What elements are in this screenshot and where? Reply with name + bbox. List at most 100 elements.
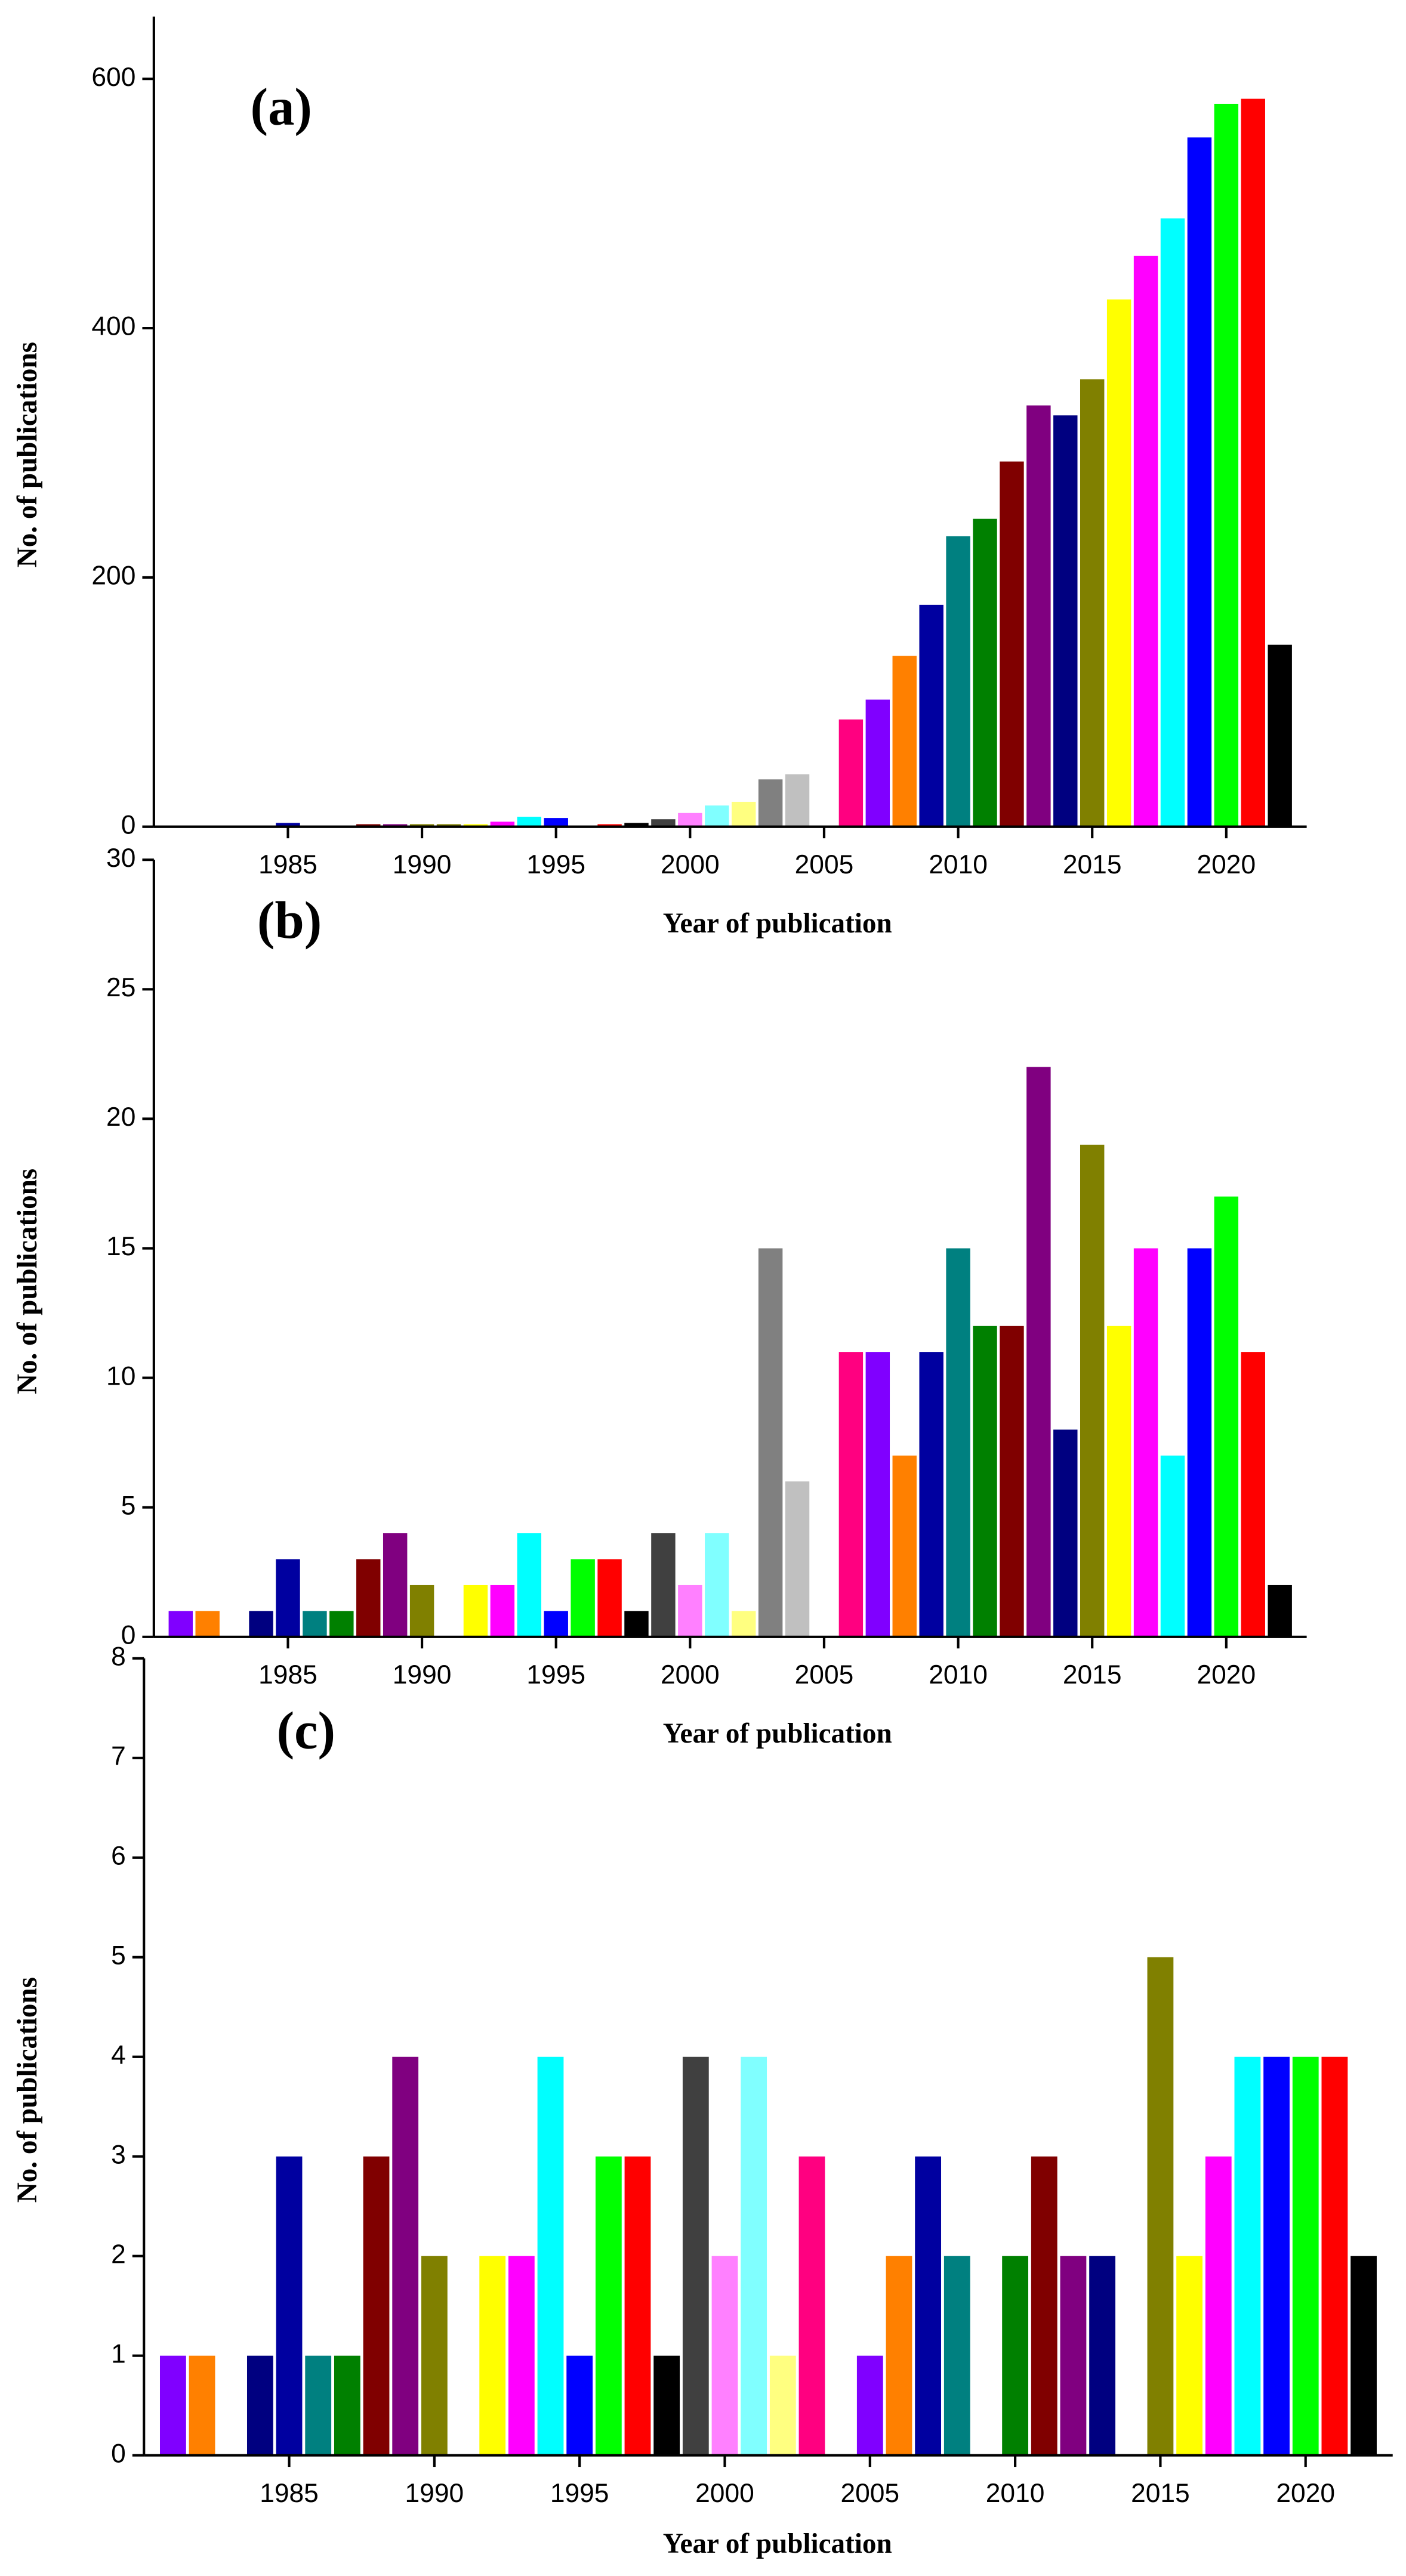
y-tick-label: 600 <box>91 63 135 92</box>
y-tick-label: 10 <box>106 1361 135 1391</box>
bar <box>682 2056 709 2455</box>
bar <box>249 1611 273 1637</box>
bar <box>624 1611 649 1637</box>
bar <box>1160 218 1185 827</box>
bar <box>973 1326 997 1637</box>
x-tick-label: 1985 <box>260 2479 319 2508</box>
bar <box>785 1481 810 1637</box>
bar <box>363 2156 390 2455</box>
y-tick-label: 0 <box>121 1621 136 1650</box>
bar <box>1268 1584 1292 1637</box>
bar <box>838 719 864 827</box>
annotation: (a) <box>251 78 312 137</box>
bar <box>865 699 890 827</box>
bar <box>305 2355 332 2455</box>
bar <box>356 1559 381 1637</box>
y-tick-label: 8 <box>111 1642 126 1672</box>
bar <box>1205 2156 1232 2455</box>
bar <box>1106 299 1131 827</box>
y-tick-label: 4 <box>111 2040 126 2070</box>
x-tick-label: 1985 <box>258 1660 317 1689</box>
bar <box>1241 98 1265 827</box>
x-axis-label: Year of publication <box>663 908 892 939</box>
bar <box>865 1352 890 1637</box>
bar <box>276 1559 300 1637</box>
x-axis-label: Year of publication <box>663 2528 892 2559</box>
x-tick-label: 2000 <box>695 2479 754 2508</box>
bar <box>334 2355 360 2455</box>
bar <box>1187 1248 1212 1637</box>
bar <box>892 656 917 827</box>
x-tick-label: 1995 <box>526 1660 585 1689</box>
bar <box>409 1584 434 1637</box>
bar <box>1053 1429 1078 1637</box>
bar <box>651 819 676 827</box>
bar <box>189 2355 215 2455</box>
bar <box>944 2256 970 2455</box>
bar <box>303 1611 327 1637</box>
bar <box>1160 1455 1185 1637</box>
bar <box>798 2156 825 2455</box>
bar <box>1000 1326 1024 1637</box>
bar <box>597 1559 622 1637</box>
bar <box>595 2156 622 2455</box>
bar <box>678 813 702 827</box>
x-tick-label: 1985 <box>258 850 317 879</box>
bar <box>1026 1067 1051 1637</box>
bar <box>1234 2056 1261 2455</box>
bar <box>856 2355 883 2455</box>
annotation: (b) <box>257 891 322 950</box>
y-axis-label: No. of publications <box>12 1977 43 2203</box>
y-tick-label: 400 <box>91 312 135 341</box>
x-tick-label: 2005 <box>795 850 854 879</box>
bar <box>624 823 649 827</box>
bar <box>892 1455 917 1637</box>
bar <box>1080 1144 1105 1637</box>
bar <box>711 2256 738 2455</box>
bar <box>597 824 622 827</box>
bar <box>1106 1326 1131 1637</box>
bar <box>785 774 810 827</box>
bar <box>544 1611 568 1637</box>
bar <box>517 817 542 827</box>
bar <box>436 824 461 827</box>
bar <box>919 604 944 827</box>
bar <box>838 1352 864 1637</box>
bar <box>946 1248 970 1637</box>
bar <box>537 2056 564 2455</box>
y-tick-label: 3 <box>111 2140 126 2169</box>
x-tick-label: 2015 <box>1131 2479 1190 2508</box>
x-tick-label: 2005 <box>840 2479 899 2508</box>
bar <box>195 1611 220 1637</box>
x-tick-label: 2015 <box>1063 850 1122 879</box>
bar <box>653 2355 680 2455</box>
bar <box>329 1611 354 1637</box>
bar <box>1350 2256 1377 2455</box>
bar <box>1026 405 1051 827</box>
x-tick-label: 2000 <box>661 1660 720 1689</box>
bar <box>705 1533 729 1637</box>
bar <box>915 2156 942 2455</box>
bar <box>490 821 515 827</box>
bar <box>1133 1248 1158 1637</box>
bar <box>1187 137 1212 827</box>
bar <box>544 818 568 827</box>
bar <box>383 824 408 827</box>
y-tick-label: 1 <box>111 2339 126 2368</box>
y-tick-label: 20 <box>106 1102 135 1132</box>
y-tick-label: 2 <box>111 2240 126 2269</box>
y-tick-label: 5 <box>121 1491 136 1520</box>
bar <box>276 823 300 827</box>
bar <box>624 2156 651 2455</box>
y-tick-label: 25 <box>106 973 135 1002</box>
x-tick-label: 2015 <box>1063 1660 1122 1689</box>
bar <box>383 1533 408 1637</box>
bar <box>508 2256 535 2455</box>
y-axis-label: No. of publications <box>12 342 43 567</box>
bar <box>1147 1957 1174 2455</box>
bar <box>758 1248 783 1637</box>
y-tick-label: 0 <box>111 2439 126 2468</box>
bar <box>571 1559 595 1637</box>
bar <box>1089 2256 1115 2455</box>
